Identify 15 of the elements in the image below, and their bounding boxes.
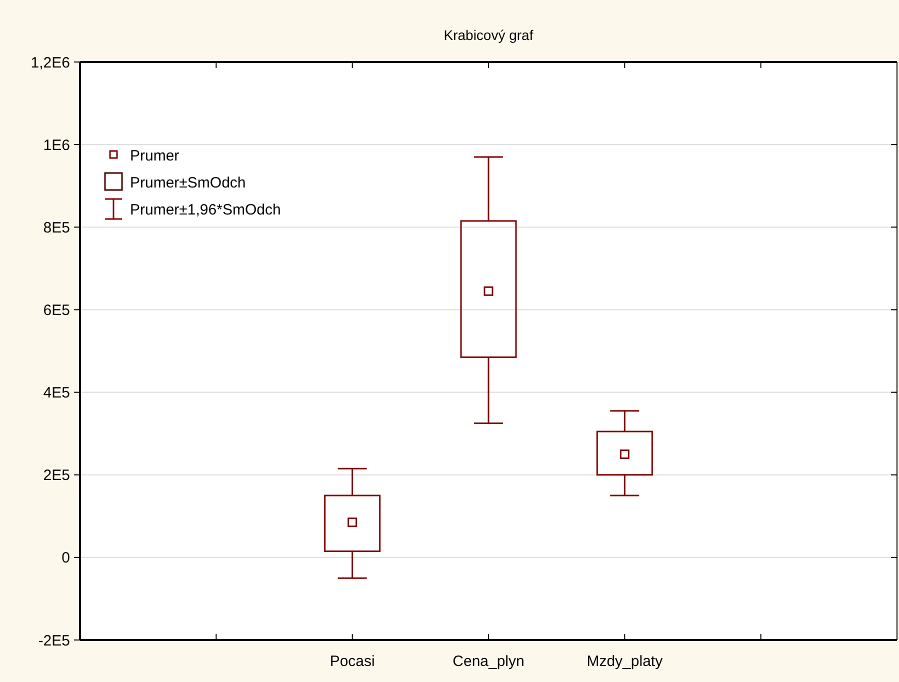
x-tick-label: Pocasi bbox=[330, 653, 375, 670]
x-tick-label: Mzdy_platy bbox=[586, 653, 664, 670]
y-tick-label: 1,2E6 bbox=[30, 54, 70, 72]
chart-title: Krabicový graf bbox=[444, 27, 534, 43]
y-tick-label: 0 bbox=[62, 550, 70, 567]
annotation: Prumer bbox=[130, 147, 180, 164]
x-tick-label: Cena_plyn bbox=[452, 653, 524, 670]
y-tick-label: 1E6 bbox=[43, 136, 70, 154]
y-tick-label: 4E5 bbox=[43, 384, 70, 402]
y-tick-label: 2E5 bbox=[43, 467, 70, 484]
annotation: Prumer±1,96*SmOdch bbox=[130, 201, 281, 218]
y-tick-label: 6E5 bbox=[43, 302, 70, 319]
y-tick-label: -2E5 bbox=[38, 632, 70, 650]
y-tick-label: 8E5 bbox=[43, 219, 70, 236]
annotation: Prumer±SmOdch bbox=[130, 174, 246, 192]
